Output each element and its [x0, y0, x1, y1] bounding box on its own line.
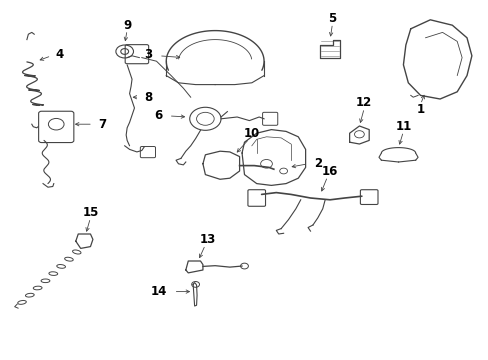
Text: 3: 3: [144, 48, 152, 61]
Text: 7: 7: [98, 118, 106, 131]
Text: 9: 9: [123, 19, 131, 32]
Text: 5: 5: [328, 12, 336, 25]
Text: 12: 12: [355, 96, 372, 109]
Text: 11: 11: [394, 120, 411, 132]
Text: 8: 8: [144, 91, 152, 104]
Text: 2: 2: [314, 157, 322, 170]
Text: 4: 4: [55, 48, 63, 61]
Text: 6: 6: [154, 109, 162, 122]
Text: 10: 10: [243, 127, 260, 140]
Text: 16: 16: [321, 165, 338, 177]
Text: 14: 14: [151, 285, 167, 298]
Text: 1: 1: [416, 103, 424, 116]
Text: 15: 15: [82, 206, 99, 219]
Text: 13: 13: [199, 233, 216, 246]
